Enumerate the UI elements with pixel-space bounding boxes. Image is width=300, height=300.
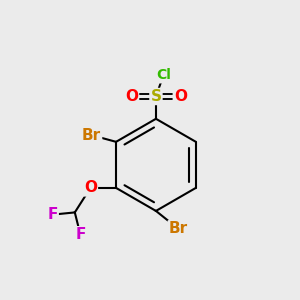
Text: Br: Br — [82, 128, 101, 142]
Text: F: F — [47, 207, 58, 222]
Text: Cl: Cl — [156, 68, 171, 82]
Text: F: F — [75, 227, 85, 242]
Text: O: O — [174, 89, 187, 104]
Text: S: S — [150, 89, 161, 104]
Text: O: O — [84, 180, 97, 195]
Text: O: O — [125, 89, 138, 104]
Text: Br: Br — [169, 221, 188, 236]
